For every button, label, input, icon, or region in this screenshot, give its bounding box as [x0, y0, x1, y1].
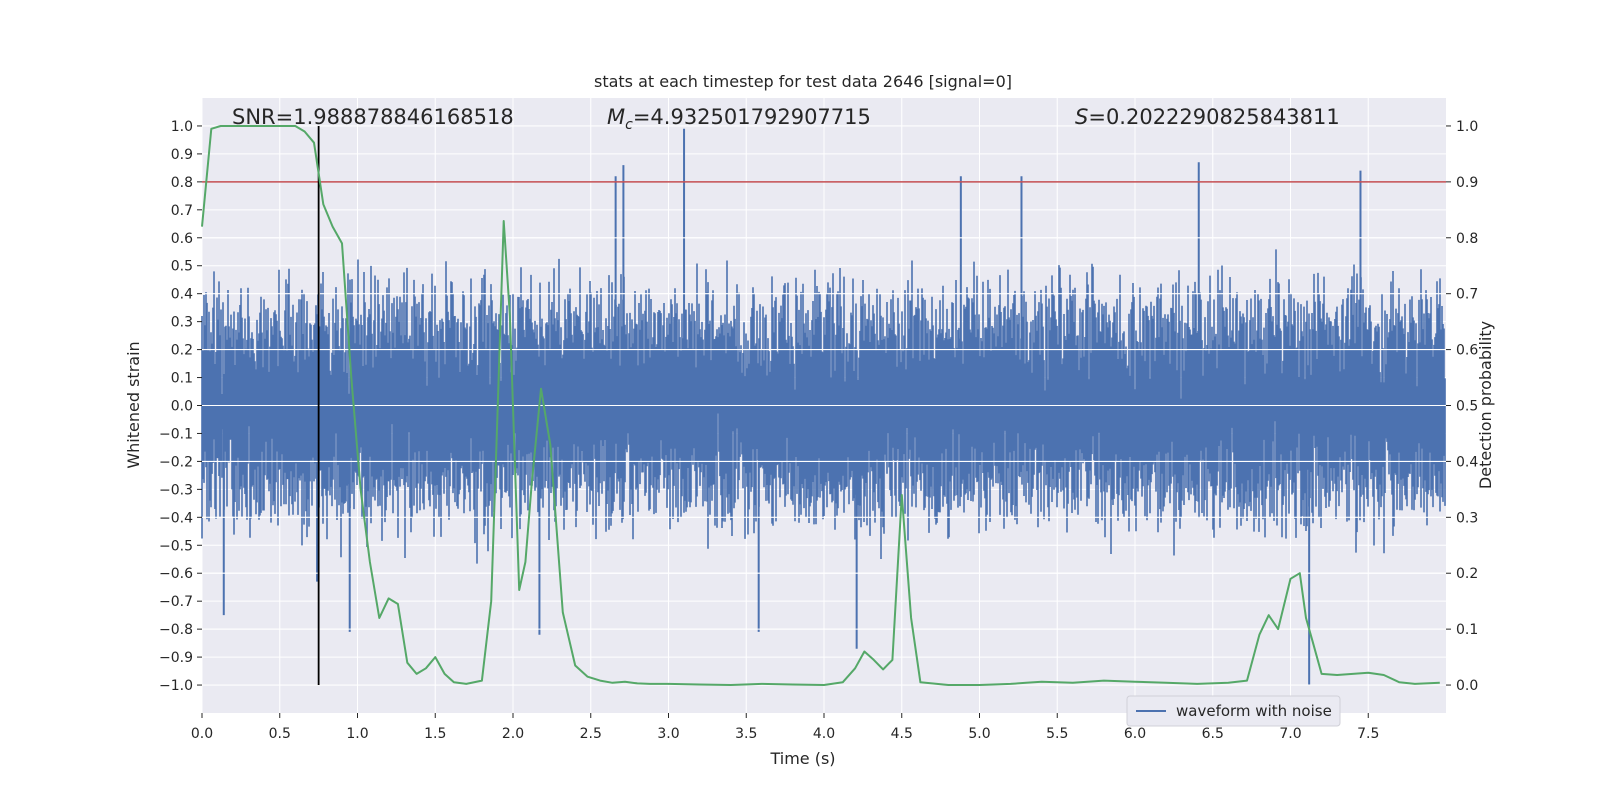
- y2-tick-label: 0.5: [1456, 399, 1478, 415]
- x-tick-label: 6.0: [1124, 726, 1146, 742]
- y-tick-label: −1.0: [159, 678, 193, 694]
- y-tick-label: 0.1: [171, 371, 193, 387]
- y-tick-label: −0.3: [159, 482, 193, 498]
- y-tick-label: −0.5: [159, 538, 193, 554]
- y2-tick-label: 0.2: [1456, 566, 1478, 582]
- y-tick-label: 0.7: [171, 203, 193, 219]
- y2-tick-label: 1.0: [1456, 119, 1478, 135]
- s-symbol: S: [1075, 105, 1088, 129]
- y-tick-label: 1.0: [171, 119, 193, 135]
- y-tick-label: 0.4: [171, 287, 193, 303]
- y-tick-label: −0.2: [159, 454, 193, 470]
- x-tick-label: 0.0: [191, 726, 213, 742]
- probability-series: [201, 125, 1440, 686]
- y2-tick-label: 0.4: [1456, 454, 1478, 470]
- chart-title: stats at each timestep for test data 264…: [594, 72, 1012, 91]
- y-tick-label: 0.8: [171, 175, 193, 191]
- snr-annotation: SNR=1.988878846168518: [232, 105, 514, 129]
- y2-axis-label: Detection probability: [1476, 321, 1495, 489]
- x-axis-ticks: 0.0 0.5 1.0 1.5 2.0 2.5 3.0 3.5 4.0 4.5 5.0 5.5 6.0 6…: [191, 713, 1379, 742]
- y-axis-ticks: 1.0 0.9 0.8 0.7 0.6 0.5 0.4 0.3 0.2 0.1 0.0 −0.1 −0.…: [159, 119, 202, 694]
- y2-axis-ticks: 1.0 0.9 0.8 0.7 0.6 0.5 0.4 0.3 0.2 0.1 0.0: [1446, 119, 1478, 694]
- y-tick-label: −0.4: [159, 510, 193, 526]
- y2-tick-label: 0.1: [1456, 622, 1478, 638]
- y2-tick-label: 0.7: [1456, 287, 1478, 303]
- y-tick-label: −0.1: [159, 426, 193, 442]
- x-axis-label: Time (s): [769, 749, 835, 768]
- x-tick-label: 7.5: [1357, 726, 1379, 742]
- y2-tick-label: 0.0: [1456, 678, 1478, 694]
- y-tick-label: 0.0: [171, 399, 193, 415]
- y2-tick-label: 0.9: [1456, 175, 1478, 191]
- y-tick-label: −0.7: [159, 594, 193, 610]
- y-axis-label: Whitened strain: [124, 341, 143, 468]
- y2-tick-label: 0.6: [1456, 343, 1478, 359]
- x-tick-label: 5.0: [968, 726, 990, 742]
- y-tick-label: 0.5: [171, 259, 193, 275]
- mc-subscript: c: [625, 117, 633, 133]
- y-tick-label: 0.9: [171, 147, 193, 163]
- y-tick-label: 0.3: [171, 315, 193, 331]
- y-tick-label: 0.2: [171, 343, 193, 359]
- s-value: =0.2022290825843811: [1088, 105, 1339, 129]
- legend-box: [1126, 695, 1341, 727]
- x-tick-label: 7.0: [1279, 726, 1301, 742]
- y-tick-label: 0.6: [171, 231, 193, 247]
- mc-value: =4.932501792907715: [633, 105, 871, 129]
- x-tick-label: 0.5: [269, 726, 291, 742]
- y2-tick-label: 0.3: [1456, 510, 1478, 526]
- x-tick-label: 6.5: [1202, 726, 1224, 742]
- x-tick-label: 5.5: [1046, 726, 1068, 742]
- x-tick-label: 4.5: [891, 726, 913, 742]
- x-tick-label: 3.0: [657, 726, 679, 742]
- y-tick-label: −0.9: [159, 650, 193, 666]
- mc-symbol: M: [607, 105, 625, 129]
- y-tick-label: −0.6: [159, 566, 193, 582]
- legend-label: waveform with noise: [1176, 702, 1332, 720]
- y2-tick-label: 0.8: [1456, 231, 1478, 247]
- x-tick-label: 1.0: [346, 726, 368, 742]
- x-tick-label: 2.0: [502, 726, 524, 742]
- x-tick-label: 3.5: [735, 726, 757, 742]
- s-annotation: S=0.2022290825843811: [1075, 105, 1340, 129]
- x-tick-label: 4.0: [813, 726, 835, 742]
- chirp-mass-annotation: Mc=4.932501792907715: [607, 105, 871, 133]
- y-tick-label: −0.8: [159, 622, 193, 638]
- x-tick-label: 1.5: [424, 726, 446, 742]
- legend: waveform with noise: [1126, 695, 1341, 727]
- x-tick-label: 2.5: [580, 726, 602, 742]
